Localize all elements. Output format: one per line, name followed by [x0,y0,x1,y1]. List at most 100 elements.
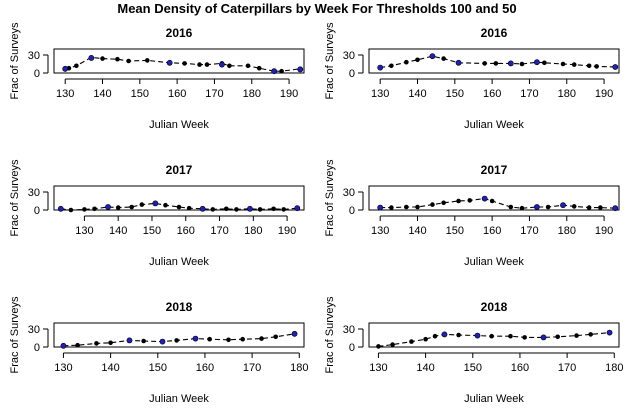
x-tick-label: 130 [75,225,93,237]
data-point [594,64,599,69]
x-tick-label: 130 [56,88,74,100]
data-point [586,63,592,69]
data-point [508,333,513,339]
x-tick-label: 150 [446,225,464,237]
data-point [226,337,231,343]
data-point [256,65,262,71]
x-tick-label: 130 [369,362,387,374]
data-point [489,333,494,339]
data-point [415,57,420,63]
x-tick-label: 170 [558,362,576,374]
x-tick-label: 180 [290,362,308,374]
data-point [545,204,551,210]
data-point [423,336,428,342]
data-point [409,339,414,344]
x-tick-label: 150 [143,225,161,237]
x-axis-label: Julian Week [149,119,209,131]
data-point [141,338,146,344]
x-tick-label: 140 [416,362,434,374]
data-point-highlight [294,205,301,212]
x-tick-label: 160 [511,362,529,374]
x-tick-label: 180 [605,362,623,374]
data-point [207,336,212,342]
data-point [139,202,145,207]
y-axis-label: Frac of Surveys [324,22,336,100]
plot-frame [53,322,305,348]
series-line [380,55,616,69]
data-point [574,333,579,338]
data-point [108,340,113,346]
x-tick-label: 170 [210,225,228,237]
figure-title: Mean Density of Caterpillars by Week For… [117,1,517,16]
chart-panel: 2017 130 140 150 160 170 180 190 0 30 Julian Week F… [9,159,305,268]
series-line [378,332,610,347]
data-point [441,56,446,61]
data-point [588,332,593,337]
plot-frame [368,185,620,211]
y-tick-label: 0 [349,205,355,217]
x-tick-label: 170 [520,225,538,237]
data-point [74,63,79,69]
series-line [60,202,298,211]
data-point [456,198,461,204]
data-point [519,205,525,211]
x-axis-label: Julian Week [149,393,209,405]
panel-title: 2017 [481,163,508,177]
x-tick-label: 150 [131,88,149,100]
data-point [129,204,135,210]
data-point [115,56,120,62]
data-point [390,342,395,347]
data-point [92,206,97,212]
y-axis-label: Frac of Surveys [9,296,21,374]
data-point [75,342,80,348]
plot-frame [53,185,305,211]
data-point [126,58,131,64]
data-point [259,336,264,341]
data-point-highlight [507,60,514,67]
data-point-highlight [377,204,384,211]
data-point [273,334,278,340]
y-tick-label: 0 [34,68,40,80]
data-point [281,207,287,212]
x-axis-label: Julian Week [464,119,524,131]
data-point-highlight [152,200,159,207]
data-point [115,205,121,210]
data-point [94,341,99,346]
data-point-highlight [105,204,111,210]
data-point-highlight [612,205,619,212]
x-tick-label: 160 [196,362,214,374]
x-tick-label: 130 [371,88,389,100]
data-point [571,62,577,67]
data-point-highlight [297,66,304,73]
data-point-highlight [455,59,462,66]
data-point [415,204,420,210]
data-point [223,206,229,212]
data-point [542,60,547,66]
chart-panel: 2017 130 140 150 160 170 180 190 0 30 Julian Week F… [324,159,620,268]
data-point [163,202,168,208]
data-point-highlight [429,53,436,60]
x-tick-label: 170 [520,88,538,100]
x-tick-label: 180 [558,88,576,100]
data-point [404,59,409,65]
y-tick-label: 0 [34,342,40,354]
y-tick-label: 0 [349,68,355,80]
panel-title: 2017 [166,163,193,177]
panel-title: 2018 [481,300,508,314]
x-tick-label: 170 [205,88,223,100]
chart-panel: 2018 130 140 150 160 170 180 0 30 Julian Week Frac… [9,296,308,405]
data-point [522,335,527,340]
data-point [68,207,74,213]
data-point [144,58,150,63]
data-point [493,61,499,66]
data-point [186,205,192,211]
y-tick-label: 0 [349,342,355,354]
x-tick-label: 130 [54,362,72,374]
x-axis-label: Julian Week [464,393,524,405]
x-tick-label: 140 [408,88,426,100]
data-point [555,334,560,340]
data-point [82,207,87,212]
data-point [519,61,525,67]
data-point [456,332,461,338]
data-point [210,207,216,212]
